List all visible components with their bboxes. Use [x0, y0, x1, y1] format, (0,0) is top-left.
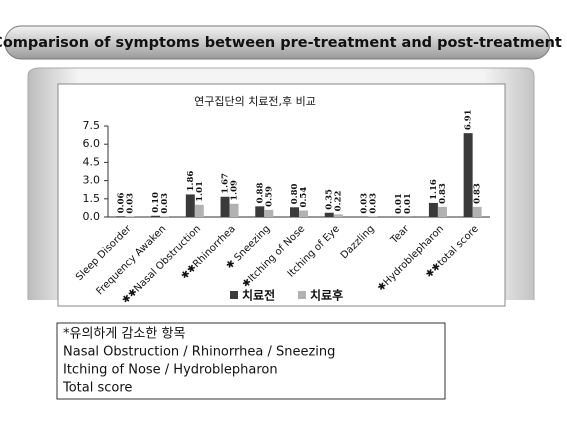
- note-line: *유의하게 감소한 항목: [63, 327, 185, 342]
- page-title: Comparison of symptoms between pre-treat…: [0, 35, 562, 51]
- note-line: Itching of Nose / Hydroblepharon: [63, 363, 278, 378]
- legend-swatch: [298, 291, 306, 299]
- bar: [334, 214, 343, 217]
- bar: [429, 203, 438, 217]
- chart-title: 연구집단의 치료전,후 비교: [194, 95, 316, 108]
- value-label: 0.83: [473, 183, 483, 204]
- value-label: 0.01: [403, 193, 413, 214]
- value-label: 0.54: [299, 187, 309, 208]
- y-tick-label: 4.5: [83, 155, 101, 168]
- note-line: Total score: [62, 381, 132, 396]
- value-label: 1.09: [230, 180, 240, 201]
- bar: [299, 210, 308, 217]
- bar: [151, 216, 160, 217]
- bar: [221, 197, 230, 217]
- value-label: 0.59: [264, 186, 274, 207]
- value-label: 0.03: [160, 193, 170, 214]
- legend-swatch: [230, 291, 238, 299]
- bar: [290, 207, 299, 217]
- legend-label: 치료전: [242, 288, 275, 303]
- y-tick-label: 7.5: [83, 119, 101, 132]
- value-label: 0.22: [334, 191, 344, 212]
- value-label: 0.03: [368, 193, 378, 214]
- value-label: 1.01: [195, 181, 205, 202]
- note-line: Nasal Obstruction / Rhinorrhea / Sneezin…: [63, 345, 335, 360]
- bar: [264, 210, 273, 217]
- bar: [195, 205, 204, 217]
- legend-label: 치료후: [310, 288, 343, 303]
- bar: [255, 206, 264, 217]
- y-tick-label: 6.0: [83, 137, 101, 150]
- bar: [473, 207, 482, 217]
- bar: [438, 207, 447, 217]
- y-tick-label: 1.5: [83, 192, 101, 205]
- y-tick-label: 3.0: [83, 174, 101, 187]
- y-tick-label: 0.0: [83, 210, 101, 223]
- value-label: 6.91: [464, 109, 474, 130]
- bar: [464, 133, 473, 217]
- bar: [230, 204, 239, 217]
- value-label: 0.03: [125, 193, 135, 214]
- bar: [325, 213, 334, 217]
- value-label: 0.83: [438, 183, 448, 204]
- bar: [116, 216, 125, 217]
- bar: [186, 194, 195, 217]
